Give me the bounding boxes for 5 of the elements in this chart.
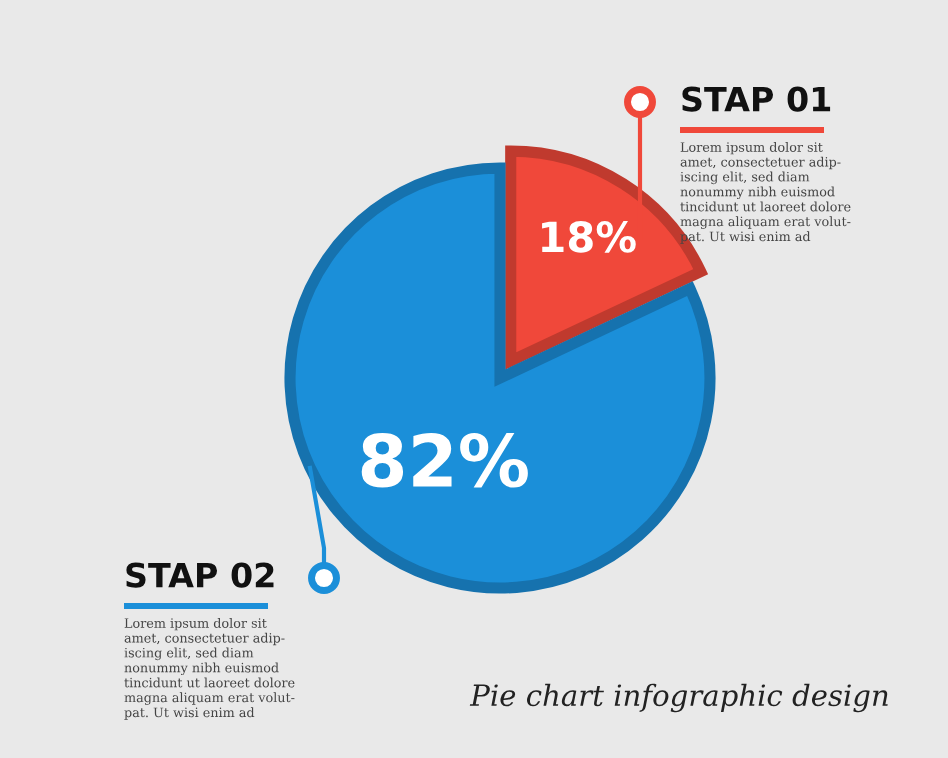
data-label: 82%	[361, 432, 528, 488]
slice-label: STAP 01	[682, 86, 831, 112]
text: Pie chart infographic design	[469, 683, 888, 713]
slice-label: STAP 02	[126, 562, 274, 588]
data-label: 18%	[542, 221, 636, 253]
